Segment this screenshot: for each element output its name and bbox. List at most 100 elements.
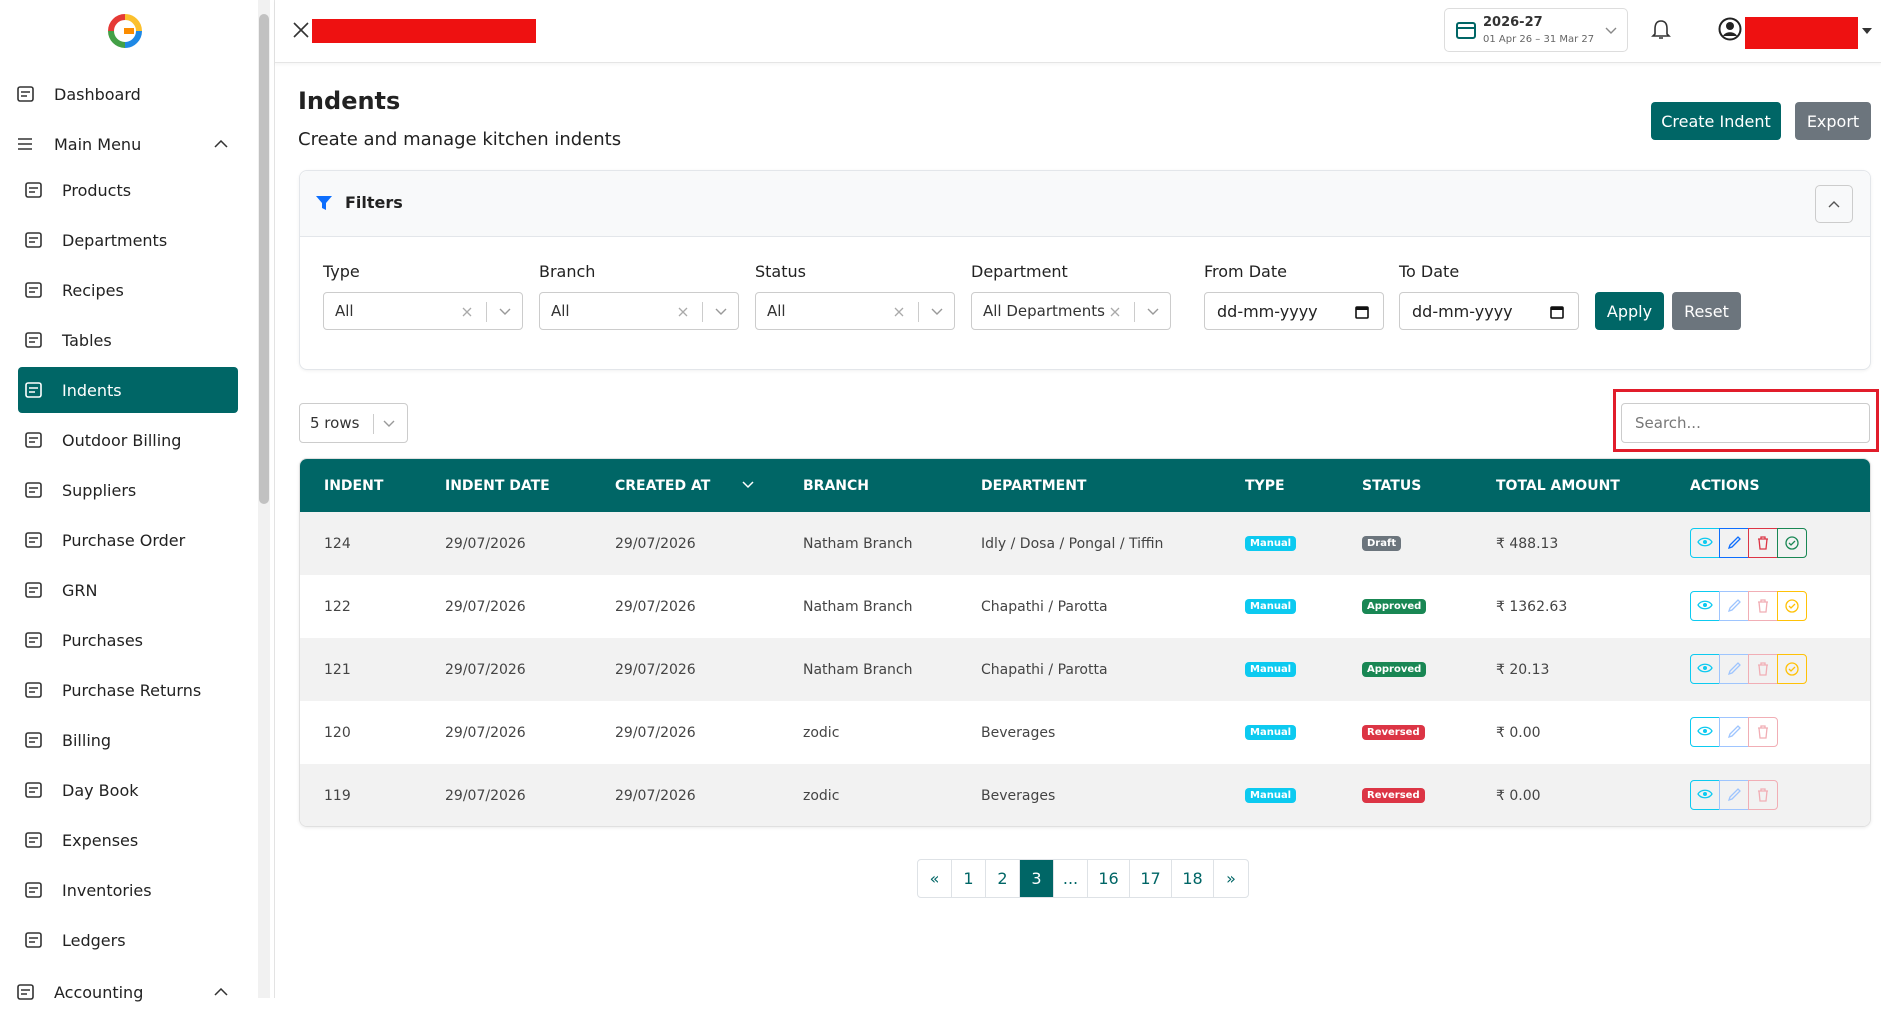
filter-select-value: All bbox=[767, 302, 786, 320]
nav-item[interactable]: Purchase Returns bbox=[0, 667, 240, 713]
nav-item[interactable]: Inventories bbox=[0, 867, 240, 913]
page-link[interactable]: « bbox=[918, 860, 952, 897]
cell-text: 29/07/2026 bbox=[615, 661, 696, 678]
search-input[interactable]: Search... bbox=[1621, 403, 1870, 443]
cell-text: 29/07/2026 bbox=[615, 598, 696, 615]
nav-label: Indents bbox=[62, 380, 122, 400]
type-badge: Manual bbox=[1245, 725, 1297, 740]
cell-text: ₹ 0.00 bbox=[1496, 787, 1541, 804]
fy-selector[interactable]: 2026-27 01 Apr 26 – 31 Mar 27 bbox=[1444, 8, 1628, 52]
column-header: INDENT DATE bbox=[445, 477, 550, 494]
separator bbox=[918, 302, 919, 322]
page-link[interactable]: 3 bbox=[1020, 860, 1054, 897]
nav-icon bbox=[25, 882, 42, 898]
nav-item[interactable]: Tables bbox=[0, 317, 240, 363]
nav-item[interactable]: Main Menu bbox=[0, 121, 240, 167]
nav-label: Outdoor Billing bbox=[62, 430, 182, 450]
action-button[interactable] bbox=[1748, 528, 1778, 558]
date-input[interactable]: dd-mm-yyyy bbox=[1204, 292, 1384, 330]
page-link[interactable]: 17 bbox=[1130, 860, 1172, 897]
action-button[interactable] bbox=[1777, 654, 1807, 684]
cell-text: 120 bbox=[324, 724, 351, 741]
nav-item[interactable]: Purchase Order bbox=[0, 517, 240, 563]
nav-item[interactable]: Products bbox=[0, 167, 240, 213]
action-button[interactable] bbox=[1719, 654, 1749, 684]
action-button[interactable] bbox=[1719, 591, 1749, 621]
rows-select[interactable]: 5 rows bbox=[299, 403, 408, 443]
table-cell: Manual bbox=[1245, 701, 1297, 764]
action-button[interactable] bbox=[1690, 528, 1720, 558]
table-row bbox=[300, 512, 1870, 575]
close-icon[interactable] bbox=[292, 21, 310, 39]
nav-item[interactable]: Recipes bbox=[0, 267, 240, 313]
nav-item[interactable]: Day Book bbox=[0, 767, 240, 813]
table-cell: 121 bbox=[324, 638, 351, 701]
nav-icon bbox=[25, 832, 42, 848]
action-button[interactable] bbox=[1777, 591, 1807, 621]
avatar-icon[interactable] bbox=[1718, 17, 1742, 41]
action-button[interactable] bbox=[1719, 780, 1749, 810]
nav-item[interactable]: Expenses bbox=[0, 817, 240, 863]
action-button[interactable] bbox=[1719, 528, 1749, 558]
date-input[interactable]: dd-mm-yyyy bbox=[1399, 292, 1579, 330]
action-group bbox=[1690, 528, 1807, 558]
page-link[interactable]: 18 bbox=[1172, 860, 1214, 897]
nav-icon bbox=[25, 932, 42, 948]
filter-select[interactable]: All Departments bbox=[971, 292, 1171, 330]
collapse-button[interactable] bbox=[1815, 185, 1853, 223]
page-link[interactable]: 1 bbox=[952, 860, 986, 897]
action-button[interactable] bbox=[1748, 591, 1778, 621]
nav-label: Main Menu bbox=[54, 134, 142, 154]
action-button[interactable] bbox=[1690, 717, 1720, 747]
nav-icon bbox=[25, 182, 42, 198]
column-header[interactable]: CREATED AT bbox=[615, 477, 711, 494]
action-button[interactable] bbox=[1777, 528, 1807, 558]
page-link[interactable]: 2 bbox=[986, 860, 1020, 897]
nav-item[interactable]: Dashboard bbox=[0, 71, 240, 117]
cell-text: 121 bbox=[324, 661, 351, 678]
table-cell: Beverages bbox=[981, 764, 1055, 826]
create-button[interactable]: Create Indent bbox=[1651, 102, 1781, 140]
reset-button[interactable]: Reset bbox=[1672, 292, 1741, 330]
action-button[interactable] bbox=[1748, 717, 1778, 747]
action-icon bbox=[1758, 536, 1768, 550]
nav-item[interactable]: Suppliers bbox=[0, 467, 240, 513]
filter-select[interactable]: All bbox=[323, 292, 523, 330]
fy-label: 2026-27 bbox=[1483, 15, 1543, 30]
nav-item[interactable]: Ledgers bbox=[0, 917, 240, 963]
export-button[interactable]: Export bbox=[1795, 102, 1871, 140]
nav-label: Expenses bbox=[62, 830, 139, 850]
nav-item[interactable]: Departments bbox=[0, 217, 240, 263]
chevron-up bbox=[214, 140, 228, 148]
action-button[interactable] bbox=[1748, 654, 1778, 684]
clear-icon bbox=[462, 307, 472, 317]
action-button[interactable] bbox=[1748, 780, 1778, 810]
nav-item[interactable]: Outdoor Billing bbox=[0, 417, 240, 463]
nav-label: Ledgers bbox=[62, 930, 126, 950]
page-link[interactable]: » bbox=[1226, 869, 1236, 888]
nav-item[interactable]: Accounting bbox=[0, 969, 240, 1015]
user-caret[interactable] bbox=[1862, 28, 1872, 34]
scrollbar-thumb[interactable] bbox=[259, 14, 269, 504]
action-button[interactable] bbox=[1719, 717, 1749, 747]
page-link[interactable]: 16 bbox=[1088, 860, 1130, 897]
nav-icon bbox=[25, 732, 42, 748]
nav-icon bbox=[25, 382, 42, 398]
calendar-icon bbox=[1456, 22, 1476, 39]
action-button[interactable] bbox=[1690, 591, 1720, 621]
action-button[interactable] bbox=[1690, 780, 1720, 810]
action-icon bbox=[1697, 726, 1713, 736]
filter-select[interactable]: All bbox=[755, 292, 955, 330]
filters-header bbox=[300, 171, 1870, 237]
nav-item[interactable]: Billing bbox=[0, 717, 240, 763]
separator bbox=[373, 414, 374, 434]
apply-button[interactable]: Apply bbox=[1595, 292, 1664, 330]
page-link[interactable]: ... bbox=[1054, 860, 1088, 897]
action-button[interactable] bbox=[1690, 654, 1720, 684]
nav-item[interactable]: Purchases bbox=[0, 617, 240, 663]
nav-item[interactable]: GRN bbox=[0, 567, 240, 613]
bell-icon[interactable] bbox=[1651, 19, 1671, 41]
filter-select[interactable]: All bbox=[539, 292, 739, 330]
table-cell: Manual bbox=[1245, 575, 1297, 638]
nav-item[interactable]: Indents bbox=[18, 367, 238, 413]
